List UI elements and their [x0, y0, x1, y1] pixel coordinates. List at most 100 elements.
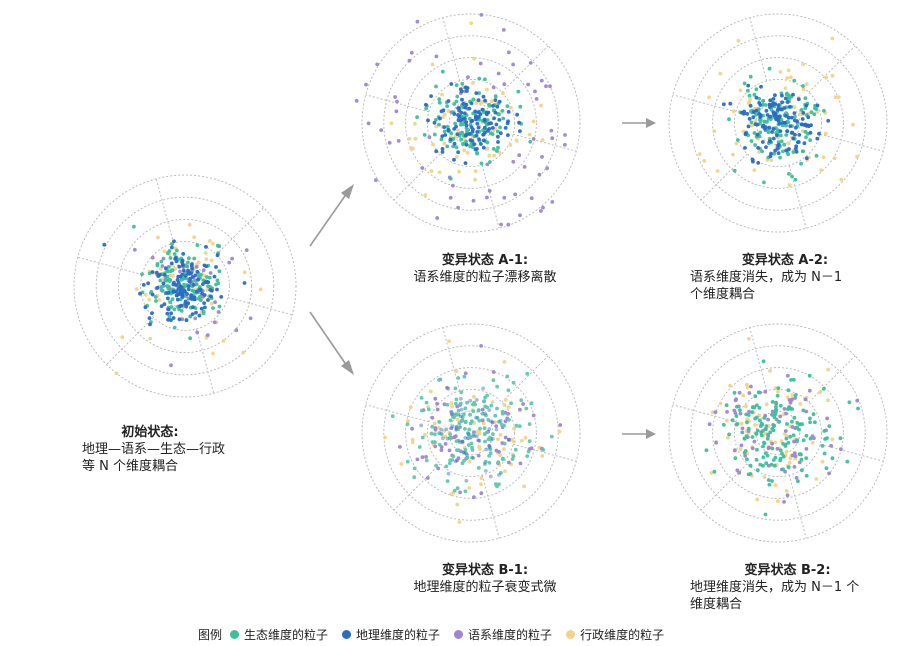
particle-geography: [815, 136, 820, 141]
particle-admin: [710, 410, 715, 415]
particle-admin: [775, 499, 780, 504]
particle-geography: [453, 459, 458, 464]
particle-ecology: [712, 469, 717, 474]
particle-geography: [469, 119, 474, 124]
particle-ecology: [470, 455, 474, 460]
particle-admin: [485, 146, 490, 151]
particle-language: [160, 264, 165, 268]
particle-ecology: [762, 440, 766, 445]
particle-ecology: [517, 424, 522, 429]
particle-geography: [768, 114, 772, 119]
particle-ecology: [761, 463, 765, 468]
particle-admin: [204, 257, 209, 261]
particle-ecology: [758, 418, 762, 423]
particle-geography: [486, 129, 490, 133]
particle-language: [491, 370, 496, 374]
particle-language: [537, 172, 542, 177]
particle-ecology: [217, 244, 222, 249]
particle-language: [434, 54, 439, 59]
particle-admin: [410, 440, 415, 445]
particle-geography: [506, 133, 510, 138]
particle-geography: [202, 293, 207, 297]
particle-ecology: [482, 432, 487, 436]
particle-admin: [839, 177, 844, 182]
particle-admin: [221, 339, 226, 343]
particle-ecology: [777, 419, 782, 424]
particle-ecology: [765, 453, 770, 458]
ring-1: [361, 13, 581, 233]
particle-ecology: [526, 449, 531, 454]
particle-admin: [815, 110, 820, 114]
particle-ecology: [478, 426, 482, 431]
particle-language: [463, 371, 468, 376]
particle-admin: [430, 62, 435, 67]
particle-ecology: [483, 459, 488, 464]
particle-ecology: [796, 479, 800, 484]
particle-admin: [752, 168, 757, 173]
particle-geography: [771, 97, 776, 101]
particle-geography: [507, 438, 511, 442]
particle-ecology: [781, 454, 786, 459]
particle-geography: [179, 303, 184, 308]
particle-ecology: [749, 120, 754, 125]
particle-geography: [432, 120, 437, 125]
particle-ecology: [147, 271, 152, 276]
particle-admin: [242, 270, 247, 275]
particle-admin: [855, 154, 859, 159]
particle-language: [169, 363, 173, 368]
particle-geography: [458, 87, 463, 92]
particle-geography: [791, 136, 796, 141]
particle-language: [213, 300, 218, 304]
particle-admin: [489, 99, 494, 104]
particle-language: [713, 410, 718, 414]
particle-ecology: [449, 131, 454, 136]
particle-ecology: [769, 462, 774, 467]
particle-geography: [197, 313, 202, 318]
particle-ecology: [491, 378, 496, 383]
particle-ecology: [463, 419, 468, 424]
particle-geography: [439, 109, 444, 114]
plot-initial: [73, 174, 297, 398]
particle-geography: [441, 436, 445, 441]
spoke: [155, 178, 174, 244]
particle-ecology: [724, 403, 729, 408]
particle-ecology: [528, 139, 533, 144]
particle-language: [792, 439, 796, 444]
particle-ecology: [501, 457, 505, 462]
arrow-to-a1: [309, 184, 354, 247]
particle-geography: [505, 121, 510, 126]
particle-ecology: [766, 478, 771, 482]
particle-geography: [446, 471, 451, 476]
particle-admin: [832, 156, 837, 161]
particle-admin: [736, 38, 741, 43]
particle-admin: [523, 436, 528, 440]
particle-ecology: [432, 132, 437, 137]
particle-language: [503, 419, 508, 424]
particle-admin: [413, 136, 418, 141]
particle-ecology: [456, 427, 461, 432]
particle-language: [529, 196, 534, 201]
particle-language: [770, 409, 775, 414]
particle-geography: [159, 304, 164, 308]
particle-language: [785, 373, 790, 378]
particle-ecology: [437, 122, 441, 127]
particle-ecology: [760, 149, 764, 154]
particle-geography: [438, 116, 442, 121]
particle-admin: [728, 383, 732, 388]
particle-ecology: [784, 92, 789, 97]
particle-ecology: [767, 66, 772, 71]
particle-admin: [503, 397, 508, 402]
particle-ecology: [770, 479, 774, 483]
particle-geography: [176, 286, 181, 291]
particle-ecology: [483, 439, 487, 444]
particle-geography: [457, 106, 461, 110]
particle-geography: [469, 101, 474, 106]
particle-admin: [557, 429, 562, 434]
particle-ecology: [491, 147, 496, 151]
particle-language: [775, 446, 780, 451]
particle-ecology: [158, 278, 163, 283]
particle-ecology: [170, 268, 175, 273]
particle-language: [456, 205, 460, 210]
state-b1-desc: 地理维度的粒子衰变式微: [413, 580, 557, 595]
particle-ecology: [799, 108, 804, 112]
